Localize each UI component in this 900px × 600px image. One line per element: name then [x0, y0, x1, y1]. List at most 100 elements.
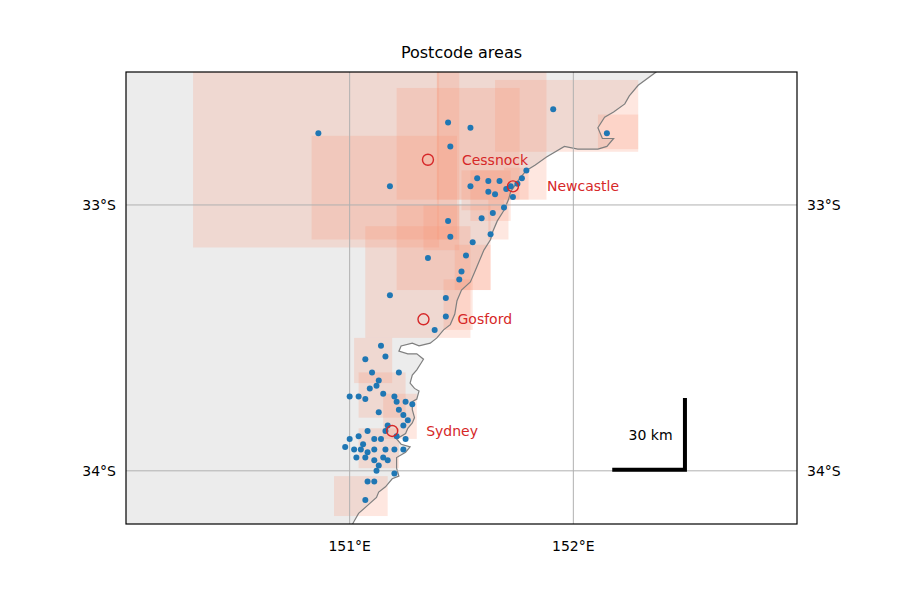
- grid-line: [573, 72, 574, 524]
- point: [374, 383, 380, 389]
- point: [519, 175, 525, 181]
- point: [371, 478, 377, 484]
- point: [445, 120, 451, 126]
- point: [447, 234, 453, 240]
- land: [126, 72, 663, 524]
- city-label: Gosford: [457, 311, 512, 327]
- point: [376, 409, 382, 415]
- point: [470, 239, 476, 245]
- point: [376, 463, 382, 469]
- plot-area: [126, 72, 797, 524]
- postcode-area: [423, 205, 459, 250]
- postcode-area: [383, 394, 417, 439]
- point: [550, 106, 556, 112]
- point: [362, 396, 368, 402]
- point: [360, 441, 366, 447]
- postcode-area: [598, 115, 638, 150]
- point: [356, 393, 362, 399]
- point: [485, 178, 491, 184]
- point: [315, 130, 321, 136]
- point: [351, 447, 357, 453]
- point: [378, 436, 384, 442]
- point: [394, 399, 400, 405]
- frame: [126, 72, 797, 524]
- point: [387, 183, 393, 189]
- point: [347, 436, 353, 442]
- point: [447, 143, 453, 149]
- point: [367, 385, 373, 391]
- point: [358, 447, 364, 453]
- point: [391, 447, 397, 453]
- point: [380, 391, 386, 397]
- coastline: [350, 72, 663, 524]
- grid-line: [126, 204, 797, 205]
- map-chart: Postcode areas Cessnock Newcastle Gosford Sy…: [0, 0, 900, 600]
- point: [356, 433, 362, 439]
- title: Postcode areas: [401, 43, 522, 62]
- point: [347, 393, 353, 399]
- point: [400, 423, 406, 429]
- postcode-area: [504, 168, 529, 200]
- point: [374, 468, 380, 474]
- point: [378, 343, 384, 349]
- point: [391, 470, 397, 476]
- point: [396, 407, 402, 413]
- point: [403, 436, 409, 442]
- y-tick-label: 34°S: [807, 463, 841, 479]
- point: [490, 210, 496, 216]
- point: [479, 215, 485, 221]
- point: [365, 428, 371, 434]
- city-marker: [387, 425, 398, 436]
- point: [396, 369, 402, 375]
- y-tick-label: 33°S: [82, 197, 116, 213]
- point: [488, 231, 494, 237]
- city-label: Cessnock: [462, 152, 529, 168]
- point: [492, 191, 498, 197]
- point: [371, 447, 377, 453]
- postcode-area: [334, 476, 388, 516]
- point: [409, 401, 415, 407]
- x-tick-label: 151°E: [328, 538, 371, 554]
- point: [459, 268, 465, 274]
- city-label: Newcastle: [547, 178, 619, 194]
- point: [463, 252, 469, 258]
- grid-line: [126, 470, 797, 471]
- point: [362, 356, 368, 362]
- point: [362, 497, 368, 503]
- y-tick-label: 34°S: [82, 463, 116, 479]
- point: [523, 167, 529, 173]
- city-marker: [418, 314, 429, 325]
- point: [485, 189, 491, 195]
- point: [362, 455, 368, 461]
- city-label: Sydney: [426, 423, 478, 439]
- point: [456, 276, 462, 282]
- grid-line: [349, 72, 350, 524]
- point: [382, 353, 388, 359]
- point: [391, 393, 397, 399]
- city-marker: [422, 154, 433, 165]
- city-marker: [507, 181, 518, 192]
- y-tick-label: 33°S: [807, 197, 841, 213]
- scale-bar: [612, 398, 685, 470]
- point: [497, 178, 503, 184]
- point: [387, 292, 393, 298]
- point: [380, 455, 386, 461]
- point: [365, 449, 371, 455]
- point: [604, 130, 610, 136]
- point: [371, 457, 377, 463]
- point: [425, 255, 431, 261]
- point: [376, 377, 382, 383]
- point: [501, 205, 507, 211]
- point: [443, 314, 449, 320]
- point: [432, 327, 438, 333]
- point: [353, 455, 359, 461]
- point: [403, 399, 409, 405]
- scale-bar-label: 30 km: [629, 427, 673, 443]
- point: [400, 447, 406, 453]
- point: [369, 369, 375, 375]
- point: [342, 444, 348, 450]
- postcode-area: [455, 245, 491, 290]
- point: [445, 218, 451, 224]
- point: [510, 194, 516, 200]
- point: [365, 478, 371, 484]
